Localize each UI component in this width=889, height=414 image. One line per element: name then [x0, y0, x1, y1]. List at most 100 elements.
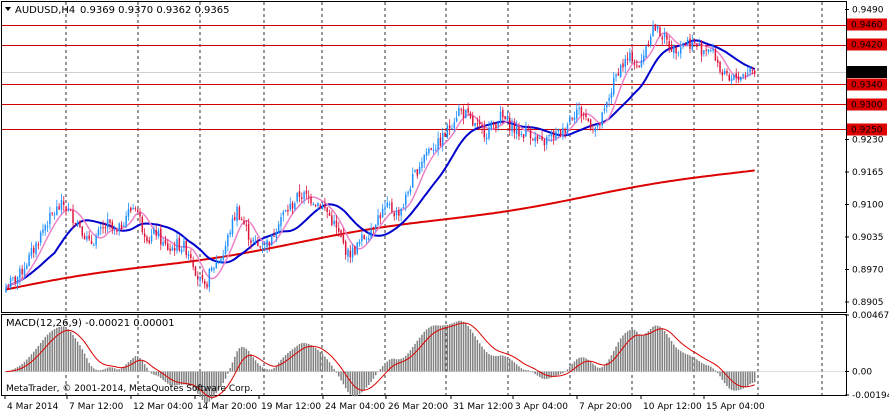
candle[interactable] — [506, 111, 509, 122]
candle[interactable] — [751, 66, 754, 75]
candle[interactable] — [384, 200, 386, 215]
candle[interactable] — [636, 59, 638, 69]
candle[interactable] — [160, 224, 162, 251]
candle[interactable] — [656, 24, 659, 33]
candle[interactable] — [668, 35, 670, 53]
candle[interactable] — [633, 59, 636, 70]
candle[interactable] — [213, 266, 215, 273]
candle[interactable] — [153, 226, 155, 235]
candle[interactable] — [596, 124, 599, 131]
candle[interactable] — [44, 223, 47, 236]
candle[interactable] — [372, 226, 375, 234]
candle[interactable] — [266, 237, 268, 254]
candle[interactable] — [647, 40, 650, 48]
candle[interactable] — [726, 68, 728, 76]
candle[interactable] — [712, 43, 714, 54]
candle[interactable] — [488, 121, 490, 141]
candle[interactable] — [42, 223, 44, 237]
candle[interactable] — [548, 134, 550, 142]
candle[interactable] — [592, 124, 594, 134]
candle[interactable] — [291, 200, 294, 215]
candle[interactable] — [280, 213, 282, 232]
candle[interactable] — [351, 243, 354, 263]
candle[interactable] — [432, 143, 435, 155]
candle[interactable] — [735, 68, 737, 84]
candle[interactable] — [645, 44, 647, 58]
candle[interactable] — [441, 127, 444, 152]
candle[interactable] — [171, 244, 174, 252]
candle[interactable] — [287, 204, 289, 216]
candle[interactable] — [411, 167, 414, 188]
candle[interactable] — [481, 121, 483, 134]
candle[interactable] — [747, 66, 749, 78]
candle[interactable] — [465, 109, 467, 119]
candle[interactable] — [508, 112, 511, 136]
candle[interactable] — [631, 46, 633, 63]
candle[interactable] — [264, 241, 266, 252]
candle[interactable] — [245, 219, 248, 232]
candle[interactable] — [594, 126, 596, 137]
candle[interactable] — [130, 206, 132, 214]
candle[interactable] — [127, 202, 130, 221]
candle[interactable] — [141, 215, 144, 235]
candle[interactable] — [298, 184, 301, 203]
candle[interactable] — [536, 134, 539, 144]
candle[interactable] — [56, 199, 58, 216]
candle[interactable] — [409, 185, 412, 196]
candle[interactable] — [643, 49, 645, 65]
candle[interactable] — [301, 192, 303, 203]
candle[interactable] — [310, 193, 312, 207]
candle[interactable] — [740, 76, 742, 83]
candle[interactable] — [522, 134, 525, 143]
candle[interactable] — [14, 275, 16, 286]
candle[interactable] — [638, 64, 640, 68]
candle[interactable] — [576, 102, 578, 123]
candle[interactable] — [677, 51, 680, 57]
candle[interactable] — [99, 223, 102, 236]
candle[interactable] — [430, 147, 432, 151]
candle[interactable] — [721, 69, 724, 82]
candle[interactable] — [707, 48, 710, 55]
candle[interactable] — [414, 169, 416, 173]
candle[interactable] — [83, 232, 86, 240]
candle[interactable] — [76, 219, 79, 228]
candle[interactable] — [682, 42, 684, 49]
candle[interactable] — [612, 71, 615, 97]
candle[interactable] — [386, 196, 389, 209]
candle[interactable] — [139, 208, 141, 223]
candle[interactable] — [513, 118, 516, 139]
candle[interactable] — [238, 205, 241, 220]
candle[interactable] — [199, 276, 201, 287]
candle[interactable] — [370, 222, 372, 240]
candle[interactable] — [730, 74, 733, 86]
candle[interactable] — [347, 247, 349, 263]
candle[interactable] — [37, 241, 40, 250]
candle[interactable] — [580, 105, 583, 123]
candle[interactable] — [53, 211, 56, 220]
candle[interactable] — [167, 239, 169, 251]
candle[interactable] — [88, 230, 90, 241]
candle[interactable] — [30, 242, 33, 259]
candle[interactable] — [104, 222, 107, 234]
candle[interactable] — [210, 266, 213, 272]
candle[interactable] — [231, 214, 234, 238]
candle[interactable] — [93, 242, 95, 246]
candle[interactable] — [217, 260, 220, 265]
candle[interactable] — [72, 204, 74, 229]
candle[interactable] — [157, 227, 160, 239]
candle[interactable] — [324, 197, 326, 212]
candle[interactable] — [749, 66, 751, 77]
candle[interactable] — [377, 208, 379, 227]
candle[interactable] — [206, 281, 208, 290]
candle[interactable] — [527, 124, 529, 131]
candle[interactable] — [185, 240, 187, 259]
candle[interactable] — [435, 144, 437, 152]
candle[interactable] — [328, 209, 331, 217]
candle[interactable] — [585, 108, 587, 121]
candle[interactable] — [220, 256, 222, 264]
candle[interactable] — [7, 283, 10, 289]
candle[interactable] — [444, 131, 446, 138]
candle[interactable] — [476, 117, 479, 128]
candle[interactable] — [421, 157, 423, 172]
